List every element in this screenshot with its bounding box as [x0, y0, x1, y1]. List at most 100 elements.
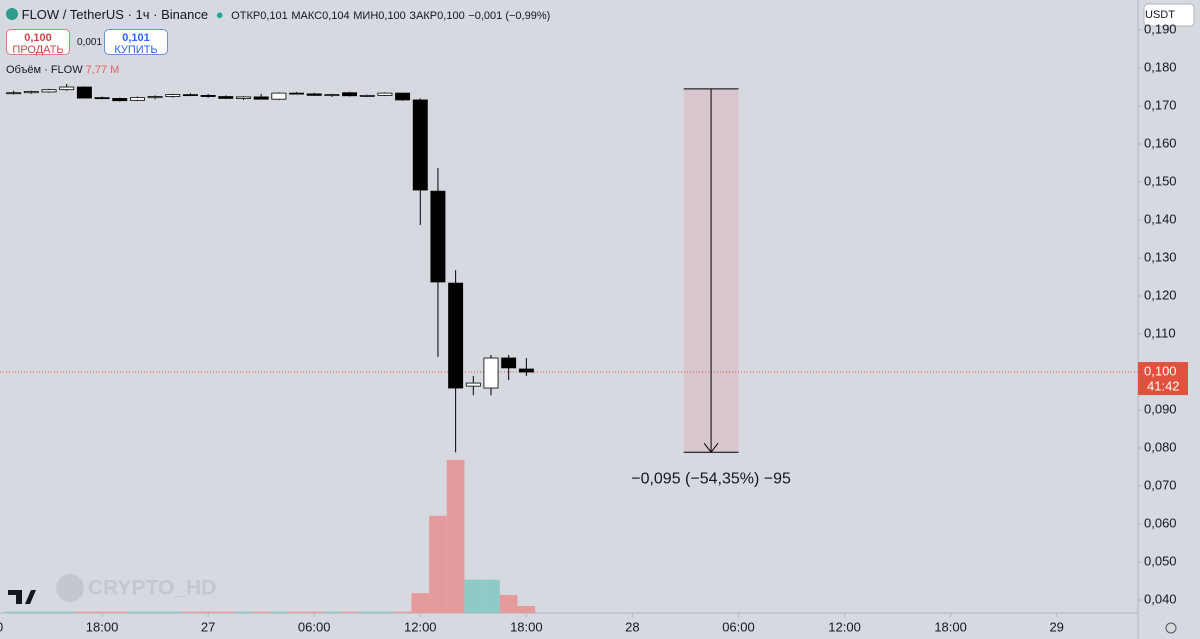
- candle-body: [465, 382, 481, 387]
- y-tick-label: 0,070: [1144, 478, 1177, 493]
- tv-logo[interactable]: [8, 590, 36, 604]
- volume-bar: [446, 460, 465, 613]
- y-tick-label: 0,090: [1144, 401, 1177, 416]
- volume-bar: [393, 611, 412, 613]
- y-tick-label: 0,120: [1144, 287, 1177, 302]
- volume-bar: [163, 611, 182, 613]
- candle-body: [501, 357, 517, 369]
- candle-body: [395, 92, 411, 101]
- x-tick-label: 06:00: [298, 619, 331, 634]
- volume-bar: [429, 515, 447, 613]
- ohlc-value: 0,100: [437, 10, 465, 22]
- y-tick-label: 0,080: [1144, 440, 1177, 455]
- ohlc-label: ОТКР: [231, 10, 261, 22]
- x-tick-label: 18:00: [86, 619, 119, 634]
- candle-body: [41, 89, 57, 93]
- measure-arrowhead: [703, 442, 719, 454]
- volume-bar: [376, 611, 394, 613]
- candle-body: [253, 96, 269, 100]
- x-tick-label: 28: [625, 619, 639, 634]
- candle-body: [289, 92, 305, 95]
- candle-body: [182, 94, 198, 97]
- y-tick-label: 0,040: [1144, 592, 1177, 607]
- volume-bar: [499, 595, 518, 613]
- ohlc-label: МАКС: [291, 10, 323, 22]
- volume-bar: [340, 611, 359, 613]
- x-tick-label: 18:00: [510, 619, 543, 634]
- candle-body: [23, 91, 39, 94]
- sell-price[interactable]: 0,100: [24, 32, 52, 44]
- sell-button[interactable]: 0,100 ПРОДАТЬ: [6, 29, 70, 56]
- candle-body: [359, 94, 375, 97]
- candle-body: [236, 96, 251, 99]
- volume-bar: [199, 611, 217, 613]
- last-price-label: 0,100: [1144, 363, 1177, 378]
- volume-bar: [464, 579, 483, 613]
- candle-body: [483, 357, 499, 389]
- symbol[interactable]: FLOW / TetherUS · 1ч · Binance: [21, 7, 209, 22]
- x-tick-label: 29: [1049, 619, 1063, 634]
- volume-bar: [22, 611, 41, 613]
- volume-bar: [287, 611, 306, 613]
- x-tick-label: 12:00: [828, 619, 861, 634]
- volume-bar: [181, 611, 200, 613]
- candle-body: [129, 97, 145, 101]
- change: −0,001 (−0,99%): [468, 10, 551, 22]
- candle-body: [59, 86, 75, 91]
- buy-button[interactable]: 0,101 КУПИТЬ: [104, 29, 168, 56]
- volume-bar: [93, 611, 111, 613]
- volume-bar: [146, 611, 164, 613]
- ohlc-value: 0,104: [322, 10, 350, 22]
- volume-bar: [517, 606, 536, 613]
- spread: 0,001: [77, 37, 103, 48]
- candle-body: [147, 96, 163, 99]
- y-tick-label: 0,190: [1144, 21, 1177, 36]
- candle-body: [324, 94, 340, 97]
- candle-body: [430, 190, 446, 283]
- currency-button[interactable]: [1143, 3, 1195, 27]
- x-tick-label: 12:00: [404, 619, 437, 634]
- volume-bar: [75, 611, 94, 613]
- settings-icon[interactable]: [1165, 622, 1177, 634]
- volume-bar: [323, 611, 341, 613]
- candle-body: [448, 282, 464, 389]
- buy-label[interactable]: КУПИТЬ: [114, 44, 158, 56]
- candle-body: [306, 93, 322, 96]
- y-tick-label: 0,170: [1144, 97, 1177, 112]
- measure-label: −0,095 (−54,35%) −95: [631, 470, 791, 487]
- price-axis-panel: [1138, 0, 1200, 639]
- candle-body: [218, 96, 234, 99]
- watermark: CRYPTO_HD: [56, 574, 216, 602]
- volume-bar: [411, 593, 430, 613]
- volume-bar: [216, 611, 235, 613]
- candle-body: [200, 94, 216, 97]
- currency[interactable]: USDT: [1145, 9, 1175, 21]
- y-tick-label: 0,160: [1144, 135, 1177, 150]
- watermark-text: CRYPTO_HD: [88, 577, 216, 600]
- y-tick-label: 0,150: [1144, 173, 1177, 188]
- buy-price[interactable]: 0,101: [122, 32, 150, 44]
- candle-body: [271, 92, 287, 100]
- watermark-icon: [56, 574, 84, 602]
- volume-bar: [110, 611, 129, 613]
- volume-legend: Объём · FLOW 7,77 M: [6, 64, 119, 76]
- status-dot: ●: [215, 7, 224, 22]
- x-tick-label: 00: [0, 619, 3, 634]
- last-price-box: [1138, 362, 1188, 396]
- ohlc-value: 0,100: [378, 10, 406, 22]
- y-tick-label: 0,060: [1144, 516, 1177, 531]
- volume-bar: [482, 579, 500, 613]
- ohlc-value: 0,101: [260, 10, 288, 22]
- x-tick-label: 06:00: [722, 619, 755, 634]
- candle-body: [76, 86, 92, 99]
- volume-bar: [358, 611, 377, 613]
- ohlc-label: МИН: [353, 10, 379, 22]
- candle-body: [342, 92, 358, 97]
- candle-body: [6, 92, 22, 95]
- sell-label[interactable]: ПРОДАТЬ: [12, 44, 64, 56]
- volume-bar: [305, 611, 324, 613]
- candle-body: [518, 368, 534, 373]
- candle-body: [412, 99, 428, 191]
